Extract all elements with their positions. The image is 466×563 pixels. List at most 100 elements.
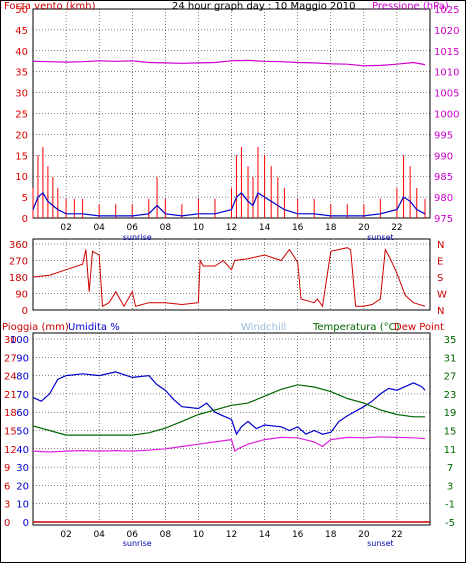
direction-tick-label: 270 — [9, 257, 28, 268]
rain-tick-label: 21 — [4, 390, 17, 401]
sunset-label: sunset — [367, 233, 394, 242]
humidity-tick-label: 50 — [16, 427, 29, 438]
rain-tick-label: 0 — [4, 518, 10, 529]
x-tick-label: 10 — [193, 530, 205, 540]
rain-axis-label: Pioggia (mm) — [2, 322, 69, 333]
rain-tick-label: 30 — [4, 335, 17, 346]
temperature-line — [32, 384, 425, 436]
pressure-tick-label: 1000 — [434, 110, 459, 121]
pressure-tick-label: 990 — [434, 151, 453, 162]
compass-tick-label: N — [437, 240, 444, 251]
humidity-tick-label: 70 — [16, 390, 29, 401]
direction-tick-label: 90 — [15, 290, 28, 301]
chart-title: 24 hour graph day : 10 Maggio 2010 — [172, 1, 355, 12]
pressure-tick-label: 1025 — [434, 5, 459, 16]
x-tick-label: 16 — [292, 530, 304, 540]
series-layer — [32, 59, 430, 523]
temperature-axis-label: Temperatura (°C) — [312, 322, 400, 333]
x-tick-label: 22 — [391, 223, 402, 233]
x-tick-label: 12 — [226, 530, 237, 540]
dewpoint-line — [32, 436, 426, 453]
humidity-tick-label: 80 — [16, 372, 29, 383]
humidity-tick-label: 100 — [10, 335, 29, 346]
pressure-tick-label: 1005 — [434, 89, 459, 100]
humidity-tick-label: 30 — [16, 463, 29, 474]
x-tick-label: 08 — [160, 530, 172, 540]
direction-tick-label: 180 — [9, 273, 28, 284]
temperature-tick-label: -5 — [445, 518, 455, 529]
temperature-tick-label: 27 — [444, 372, 457, 383]
rain-tick-label: 6 — [4, 481, 10, 492]
temperature-tick-label: 15 — [444, 427, 457, 438]
x-tick-label: 12 — [226, 223, 237, 233]
wind-tick-label: 30 — [15, 89, 28, 100]
wind-tick-label: 5 — [22, 193, 28, 204]
pressure-tick-label: 1010 — [434, 68, 459, 79]
wind-tick-label: 50 — [15, 5, 28, 16]
pressure-tick-label: 975 — [434, 214, 453, 225]
humidity-tick-label: 60 — [16, 408, 29, 419]
wind-tick-label: 45 — [15, 26, 28, 37]
rain-tick-label: 9 — [4, 463, 10, 474]
wind-tick-label: 0 — [22, 214, 28, 225]
temperature-tick-label: 11 — [444, 445, 457, 456]
x-tick-label: 14 — [259, 223, 271, 233]
sun-markers-layer: sunrise sunset sunrise sunset — [123, 233, 394, 548]
wind-tick-label: 10 — [15, 172, 28, 183]
pressure-tick-label: 1020 — [434, 26, 459, 37]
humidity-line — [32, 371, 426, 436]
wind-tick-label: 20 — [15, 130, 28, 141]
x-tick-label: 20 — [358, 530, 370, 540]
grid-layer — [33, 8, 430, 525]
humidity-tick-label: 10 — [16, 500, 29, 511]
x-tick-label: 08 — [160, 223, 172, 233]
pressure-line — [32, 59, 426, 67]
sunrise-label: sunrise — [123, 539, 152, 548]
x-tick-label: 10 — [193, 223, 205, 233]
x-tick-label: 22 — [391, 530, 402, 540]
wind-speed-line — [32, 191, 426, 217]
windchill-axis-label: Windchill — [241, 322, 286, 333]
rain-tick-label: 3 — [4, 500, 10, 511]
rain-tick-label: 18 — [4, 408, 17, 419]
compass-tick-label: N — [437, 306, 444, 317]
x-tick-label: 14 — [259, 530, 271, 540]
direction-tick-label: 0 — [22, 306, 28, 317]
x-tick-label: 20 — [358, 223, 370, 233]
x-tick-label: 06 — [127, 223, 139, 233]
rain-tick-label: 24 — [4, 372, 17, 383]
wind-tick-label: 35 — [15, 68, 28, 79]
temperature-tick-label: 35 — [444, 335, 457, 346]
pressure-tick-label: 980 — [434, 193, 453, 204]
temperature-tick-label: 23 — [444, 390, 457, 401]
pressure-tick-label: 995 — [434, 130, 453, 141]
temperature-tick-label: 3 — [447, 481, 453, 492]
pressure-axis-label: Pressione (hPa) — [372, 1, 449, 12]
wind-tick-label: 15 — [15, 151, 28, 162]
humidity-tick-label: 40 — [16, 445, 29, 456]
wind-axis-label: Forza vento (kmh) — [4, 1, 96, 12]
x-tick-label: 06 — [127, 530, 139, 540]
x-tick-label: 16 — [292, 223, 304, 233]
wind-direction-line — [32, 247, 426, 308]
x-tick-label: 18 — [325, 530, 337, 540]
pressure-tick-label: 1015 — [434, 47, 459, 58]
humidity-axis-label: Umidita % — [68, 322, 120, 333]
x-tick-label: 02 — [60, 530, 71, 540]
wind-tick-label: 25 — [15, 110, 28, 121]
dewpoint-axis-label: Dew Point — [394, 322, 444, 333]
humidity-tick-label: 90 — [16, 353, 29, 364]
humidity-tick-label: 20 — [16, 481, 29, 492]
temperature-tick-label: 7 — [447, 463, 453, 474]
temperature-tick-label: -1 — [445, 500, 455, 511]
x-tick-label: 02 — [60, 223, 71, 233]
temperature-tick-label: 19 — [444, 408, 457, 419]
rain-tick-label: 12 — [4, 445, 17, 456]
compass-tick-label: S — [437, 273, 443, 284]
wind-tick-label: 40 — [15, 47, 28, 58]
compass-tick-label: E — [437, 257, 443, 268]
compass-tick-label: W — [437, 290, 447, 301]
